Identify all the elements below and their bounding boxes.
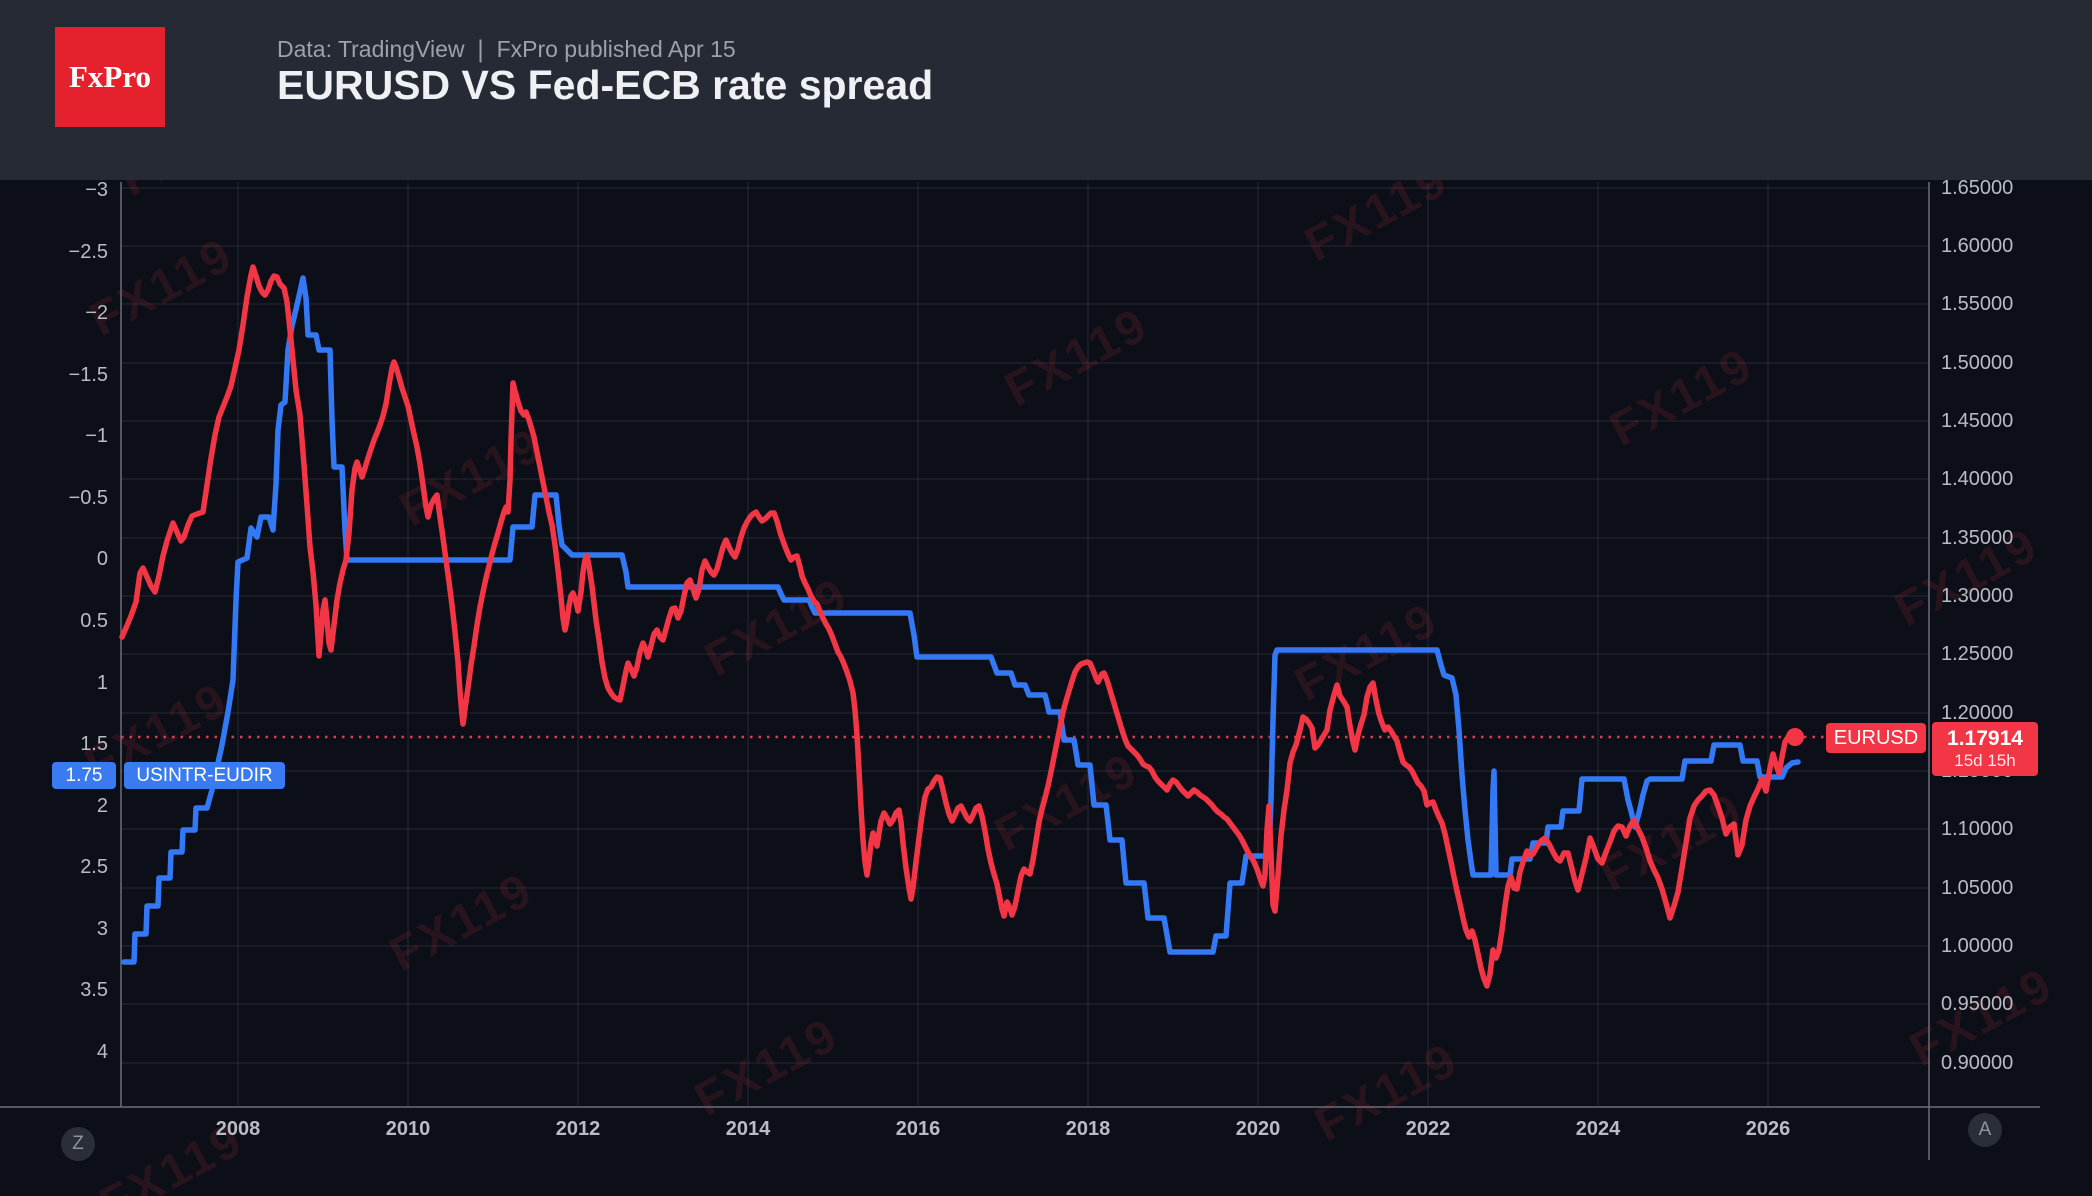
right-axis-label: 0.95000: [1941, 993, 2014, 1015]
data-source-line: Data: TradingView ❘ FxPro published Apr …: [277, 36, 736, 62]
year-axis-label: 2016: [895, 1118, 941, 1140]
auto-scale-button[interactable]: A: [1968, 1113, 2002, 1147]
right-axis-label: 1.00000: [1941, 935, 2014, 957]
left-axis-label: −3: [85, 179, 108, 201]
right-axis-label: 1.05000: [1941, 877, 2014, 899]
year-axis-label: 2008: [215, 1118, 261, 1140]
left-axis-label: −1.5: [68, 364, 108, 386]
eurusd-last-point-dot: [1786, 728, 1804, 746]
year-axis-label: 2026: [1745, 1118, 1791, 1140]
right-axis-label: 1.40000: [1941, 468, 2014, 490]
fxpro-logo-text: FxPro: [68, 59, 152, 94]
left-axis-label: 1: [96, 672, 108, 694]
right-axis-label: 1.25000: [1941, 643, 2014, 665]
year-axis-label: 2024: [1575, 1118, 1621, 1140]
right-axis-label: 0.90000: [1941, 1052, 2014, 1074]
spread-series-label[interactable]: USINTR-EUDIR: [124, 762, 285, 789]
left-axis-label: −2.5: [68, 241, 108, 263]
year-axis-label: 2018: [1065, 1118, 1111, 1140]
right-axis-label: 1.30000: [1941, 585, 2014, 607]
left-axis-label: 3: [96, 918, 108, 940]
reset-zoom-button[interactable]: Z: [61, 1127, 95, 1161]
year-axis-label: 2022: [1405, 1118, 1451, 1140]
right-axis-label: 1.45000: [1941, 410, 2014, 432]
usintr-eudir-line[interactable]: [121, 275, 1801, 965]
year-axis-label: 2010: [385, 1118, 431, 1140]
left-axis-label: −1: [85, 425, 108, 447]
right-axis-label: 1.10000: [1941, 818, 2014, 840]
page-title: EURUSD VS Fed-ECB rate spread: [277, 62, 934, 108]
eurusd-price-badge[interactable]: 1.17914 15d 15h: [1932, 722, 2038, 776]
year-axis-label: 2020: [1235, 1118, 1281, 1140]
left-axis-label: −2: [85, 302, 108, 324]
fxpro-logo: FxPro: [55, 27, 165, 127]
bar-countdown: 15d 15h: [1954, 751, 2016, 771]
left-axis-label: 0: [96, 548, 108, 570]
left-axis-label: 3.5: [80, 979, 108, 1001]
eurusd-last-price: 1.17914: [1947, 727, 2023, 751]
left-axis-label: 2.5: [80, 856, 108, 878]
right-axis-label: 1.20000: [1941, 702, 2014, 724]
left-axis-label: 2: [96, 795, 108, 817]
left-axis-label: −0.5: [68, 487, 108, 509]
eurusd-series-label[interactable]: EURUSD: [1826, 723, 1926, 753]
right-axis-label: 1.35000: [1941, 527, 2014, 549]
year-axis-label: 2014: [725, 1118, 771, 1140]
right-axis-label: 1.60000: [1941, 235, 2014, 257]
left-axis-label: 1.5: [80, 733, 108, 755]
year-axis-label: 2012: [555, 1118, 601, 1140]
left-axis-label: 4: [96, 1041, 108, 1063]
spread-value-badge[interactable]: 1.75: [52, 762, 116, 789]
right-axis-label: 1.50000: [1941, 352, 2014, 374]
header: FxPro Data: TradingView ❘ FxPro publishe…: [0, 0, 2092, 180]
left-axis-label: 0.5: [80, 610, 108, 632]
eurusd-line[interactable]: [119, 264, 1797, 989]
right-axis-label: 1.55000: [1941, 293, 2014, 315]
right-axis-label: 1.65000: [1941, 177, 2014, 199]
